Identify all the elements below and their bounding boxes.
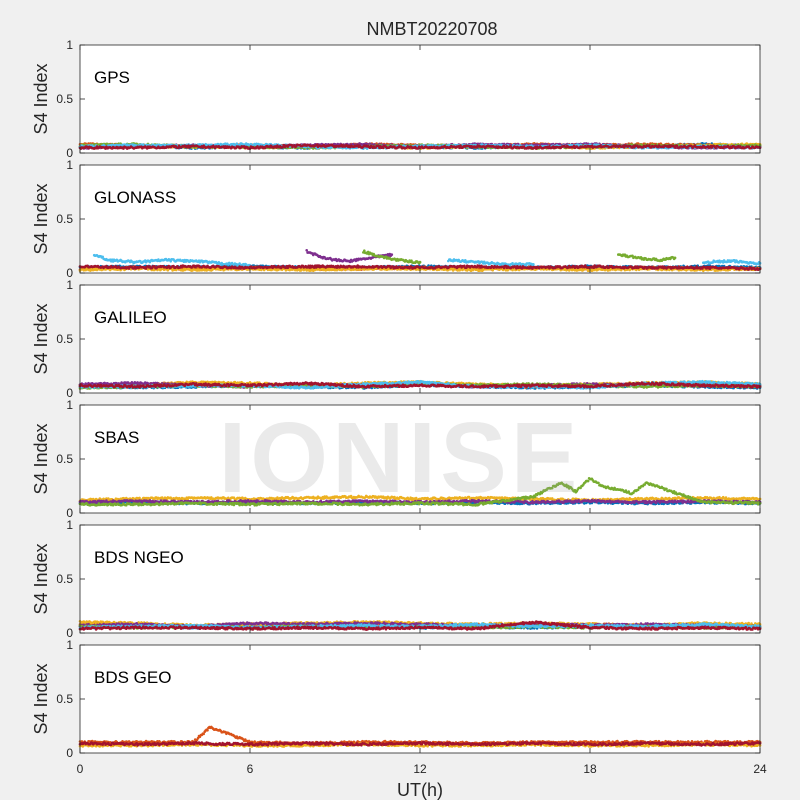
plot-area <box>80 45 760 153</box>
data-points <box>78 142 762 150</box>
figure-title: NMBT20220708 <box>366 19 497 39</box>
